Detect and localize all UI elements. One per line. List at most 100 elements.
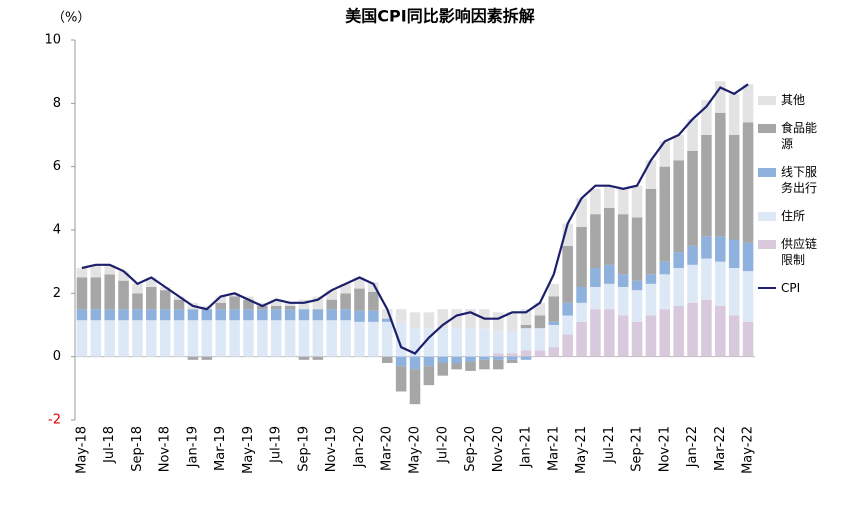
x-tick-label: Jan-20 bbox=[352, 426, 367, 468]
legend-item: CPI bbox=[758, 280, 844, 296]
bar-segment bbox=[159, 320, 171, 357]
bar-segment bbox=[159, 290, 171, 310]
bar-segment bbox=[590, 268, 601, 287]
bar-segment bbox=[104, 320, 115, 357]
bar-segment bbox=[381, 356, 393, 363]
legend-swatch bbox=[758, 212, 776, 221]
bar-segment bbox=[506, 312, 518, 332]
bar-segment bbox=[132, 320, 143, 357]
x-tick-label: Sep-21 bbox=[630, 426, 645, 472]
bar-segment bbox=[701, 299, 712, 357]
bar-segment bbox=[659, 261, 671, 275]
bar-segment bbox=[409, 369, 421, 405]
x-tick-label: Nov-18 bbox=[158, 426, 173, 472]
bar-segment bbox=[326, 290, 338, 300]
bar-segment bbox=[659, 274, 671, 310]
bar-segment bbox=[146, 287, 157, 310]
x-tick-label: May-19 bbox=[241, 426, 256, 474]
bar-segment bbox=[617, 188, 629, 215]
x-tick-label: Jan-21 bbox=[519, 426, 534, 468]
x-tick-label: Jul-18 bbox=[102, 426, 117, 464]
bar-segment bbox=[548, 321, 560, 325]
bar-segment bbox=[312, 309, 324, 321]
bar-segment bbox=[631, 280, 643, 291]
x-tick-label: Nov-19 bbox=[324, 426, 339, 472]
bar-segment bbox=[506, 353, 518, 357]
bar-segment bbox=[659, 309, 671, 357]
bar-segment bbox=[187, 356, 199, 360]
bar-segment bbox=[201, 306, 213, 310]
bar-segment bbox=[423, 328, 435, 357]
bar-segment bbox=[506, 331, 518, 354]
bar-segment bbox=[604, 264, 615, 284]
bar-segment bbox=[284, 306, 296, 310]
bar-segment bbox=[243, 296, 254, 300]
bar-segment bbox=[104, 309, 115, 321]
bar-segment bbox=[506, 359, 518, 363]
bar-segment bbox=[715, 112, 726, 237]
bar-segment bbox=[381, 321, 393, 357]
bar-segment bbox=[354, 288, 365, 311]
bar-segment bbox=[118, 309, 129, 321]
legend-label: 住所 bbox=[781, 209, 806, 223]
bar-segment bbox=[270, 306, 282, 310]
bar-segment bbox=[159, 287, 171, 291]
bar-segment bbox=[118, 280, 129, 310]
bar-segment bbox=[465, 328, 476, 357]
bar-segment bbox=[215, 320, 226, 357]
bar-segment bbox=[76, 268, 88, 278]
y-tick-label: 10 bbox=[44, 33, 61, 48]
bar-segment bbox=[201, 320, 213, 357]
bar-segment bbox=[673, 135, 684, 161]
bar-segment bbox=[534, 328, 546, 351]
y-unit: （%） bbox=[52, 11, 90, 26]
bar-segment bbox=[270, 320, 282, 357]
x-tick-label: May-20 bbox=[408, 426, 423, 474]
legend-swatch bbox=[758, 168, 776, 177]
bar-segment bbox=[631, 217, 643, 281]
x-tick-label: May-22 bbox=[741, 426, 756, 474]
bar-segment bbox=[742, 84, 754, 123]
bar-segment bbox=[562, 315, 573, 335]
y-tick-label: 2 bbox=[53, 286, 61, 301]
bar-segment bbox=[173, 320, 185, 357]
bar-segment bbox=[173, 299, 185, 310]
legend-label: 线下服务出行 bbox=[781, 165, 818, 195]
bar-segment bbox=[576, 226, 587, 287]
bar-segment bbox=[423, 356, 435, 367]
bar-segment bbox=[687, 302, 698, 357]
x-tick-label: May-18 bbox=[74, 426, 89, 474]
bar-segment bbox=[465, 356, 476, 362]
bar-segment bbox=[715, 306, 726, 357]
bar-segment bbox=[104, 264, 115, 275]
bar-segment bbox=[326, 309, 338, 321]
bar-segment bbox=[284, 320, 296, 357]
x-tick-label: Sep-20 bbox=[463, 426, 478, 472]
bar-segment bbox=[604, 309, 615, 357]
bar-segment bbox=[298, 356, 310, 360]
bar-segment bbox=[340, 293, 351, 310]
bar-segment bbox=[492, 312, 504, 332]
bar-segment bbox=[645, 274, 657, 284]
bar-segment bbox=[90, 264, 102, 278]
bar-segment bbox=[701, 100, 712, 135]
bar-segment bbox=[492, 359, 504, 370]
bar-segment bbox=[243, 299, 254, 310]
bar-segment bbox=[645, 283, 657, 316]
legend-swatch bbox=[758, 240, 776, 249]
bar-segment bbox=[701, 135, 712, 237]
y-tick-label: 8 bbox=[53, 96, 61, 111]
bar-segment bbox=[617, 214, 629, 275]
bar-segment bbox=[76, 277, 88, 310]
x-tick-label: Mar-20 bbox=[380, 426, 395, 471]
bar-segment bbox=[728, 93, 740, 135]
bar-segment bbox=[645, 315, 657, 357]
bar-segment bbox=[576, 287, 587, 303]
bar-segment bbox=[201, 309, 213, 321]
x-tick-label: Nov-20 bbox=[491, 426, 506, 472]
bar-segment bbox=[354, 321, 365, 357]
bar-segment bbox=[728, 135, 740, 240]
bar-segment bbox=[381, 318, 393, 322]
